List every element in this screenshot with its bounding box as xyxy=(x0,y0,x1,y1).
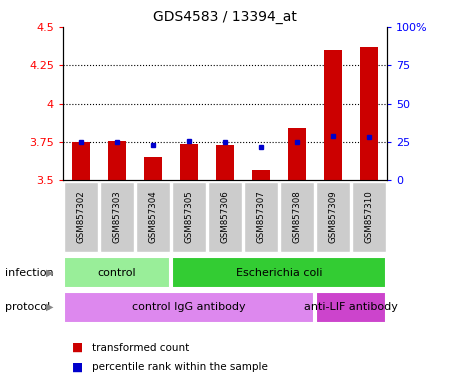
Text: protocol: protocol xyxy=(4,302,50,312)
Bar xyxy=(252,170,270,180)
Text: ▶: ▶ xyxy=(45,302,53,312)
Text: GSM857309: GSM857309 xyxy=(328,190,338,243)
Bar xyxy=(360,47,378,180)
Text: GSM857310: GSM857310 xyxy=(364,190,373,243)
Bar xyxy=(64,292,314,323)
Text: ▶: ▶ xyxy=(45,268,53,278)
Bar xyxy=(172,257,386,288)
Text: GDS4583 / 13394_at: GDS4583 / 13394_at xyxy=(153,10,297,23)
Bar xyxy=(64,182,98,252)
Bar xyxy=(108,141,126,180)
Text: GSM857307: GSM857307 xyxy=(256,190,266,243)
Text: ■: ■ xyxy=(72,361,83,374)
Text: GSM857308: GSM857308 xyxy=(292,190,302,243)
Text: transformed count: transformed count xyxy=(92,343,189,353)
Bar xyxy=(64,257,170,288)
Bar xyxy=(100,182,134,252)
Bar xyxy=(208,182,242,252)
Bar xyxy=(244,182,278,252)
Text: percentile rank within the sample: percentile rank within the sample xyxy=(92,362,268,372)
Text: GSM857302: GSM857302 xyxy=(76,190,86,243)
Bar xyxy=(72,142,90,180)
Text: infection: infection xyxy=(4,268,53,278)
Bar xyxy=(180,144,198,180)
Bar xyxy=(216,145,234,180)
Text: control IgG antibody: control IgG antibody xyxy=(132,302,246,312)
Text: GSM857303: GSM857303 xyxy=(112,190,122,243)
Text: GSM857305: GSM857305 xyxy=(184,190,194,243)
Bar xyxy=(352,182,386,252)
Text: Escherichia coli: Escherichia coli xyxy=(236,268,322,278)
Bar xyxy=(316,182,350,252)
Text: anti-LIF antibody: anti-LIF antibody xyxy=(304,302,398,312)
Bar xyxy=(280,182,314,252)
Text: GSM857306: GSM857306 xyxy=(220,190,230,243)
Bar xyxy=(144,157,162,180)
Text: control: control xyxy=(98,268,136,278)
Bar xyxy=(324,50,342,180)
Bar xyxy=(172,182,206,252)
Bar xyxy=(136,182,170,252)
Text: GSM857304: GSM857304 xyxy=(148,190,157,243)
Bar xyxy=(316,292,386,323)
Text: ■: ■ xyxy=(72,341,83,354)
Bar xyxy=(288,128,306,180)
